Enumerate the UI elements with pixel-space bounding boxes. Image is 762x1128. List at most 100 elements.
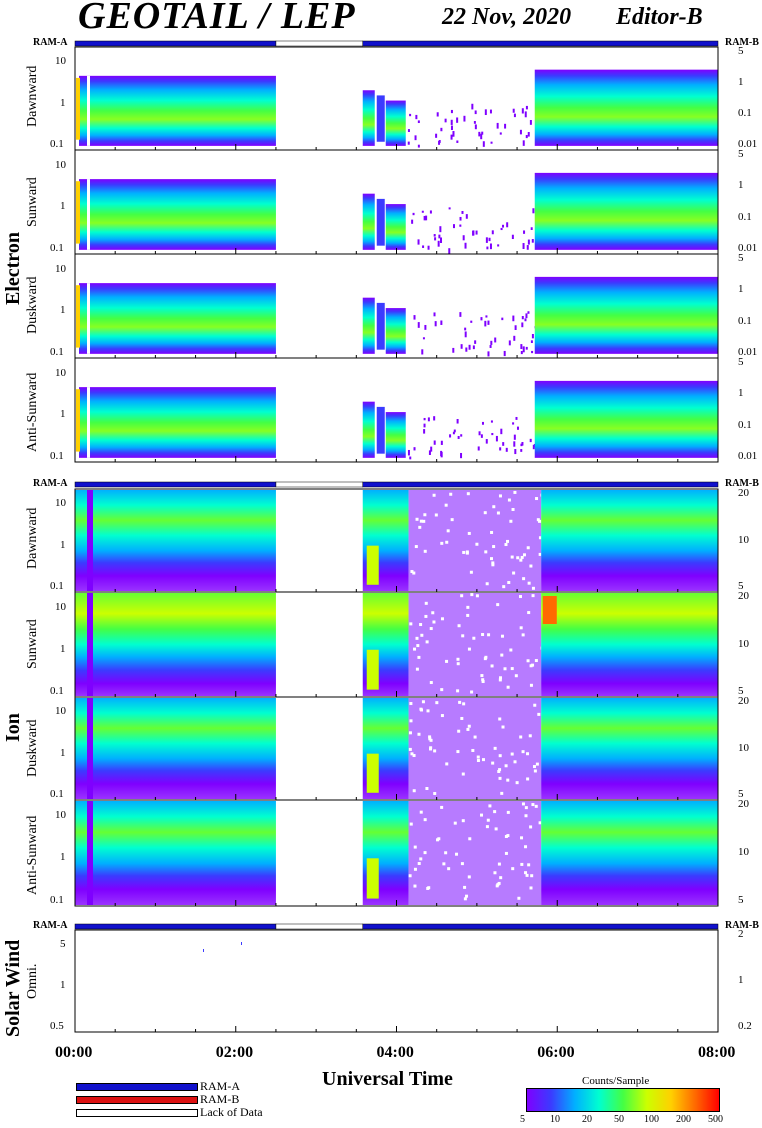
panel-1-speck-6	[496, 122, 499, 129]
panel-7-dot-27	[428, 737, 432, 741]
panel-3-speck-43	[474, 340, 477, 344]
panel-8-dot-18	[442, 862, 446, 866]
panel-5-dot-21	[538, 519, 542, 523]
panel-8-dot-9	[524, 845, 528, 849]
panel-5-dot-43	[444, 503, 448, 507]
panel-2-data-2b	[376, 198, 385, 246]
panel-5-dot-57	[510, 555, 514, 559]
panel-2-lt-2: 0.1	[50, 241, 64, 254]
panel-4-speck-43	[505, 447, 508, 452]
panel-5-dot-9	[516, 556, 520, 560]
panel-5-dot-13	[490, 557, 494, 561]
panel-6-dot-32	[481, 680, 485, 684]
panel-3-data-3	[385, 308, 406, 354]
ram-label-left-1: RAM-A	[33, 37, 68, 48]
panel-1-data-2	[362, 90, 375, 146]
panel-3-speck-4	[452, 347, 455, 353]
panel-2-speck-8	[488, 237, 491, 242]
panel-8-dot-27	[520, 836, 524, 840]
panel-6-dot-34	[456, 689, 460, 693]
panel-8-dot-48	[504, 851, 508, 855]
panel-4-speck-7	[407, 449, 410, 456]
panel-1-speck-44	[414, 135, 417, 141]
panel-1-speck-7	[512, 108, 515, 113]
panel-8-dot-32	[417, 862, 421, 866]
ram-label-left-3: RAM-A	[33, 920, 68, 931]
panel-8-dot-16	[488, 804, 492, 808]
panel-2-speck-3	[522, 243, 525, 250]
panel-6-dot-4	[470, 690, 474, 694]
panel-5-dot-34	[465, 550, 469, 554]
panel-7-dot-35	[456, 750, 460, 754]
panel-6-dot-54	[457, 624, 461, 628]
panel-3-speck-16	[459, 312, 462, 317]
panel-2-data-notch	[87, 179, 90, 250]
panel-7-dot-53	[526, 777, 530, 781]
panel-7-data-3	[408, 698, 542, 799]
editor-label: Editor-B	[616, 4, 703, 30]
panel-5-data-2-core	[366, 545, 379, 585]
panel-5-lt-2: 0.1	[50, 579, 64, 592]
panel-2-data-1	[79, 179, 276, 250]
panel-2-speck-29	[439, 226, 442, 233]
panel-1-speck-31	[484, 109, 487, 116]
panel-2-speck-4	[531, 239, 534, 243]
panel-8-dot-28	[423, 818, 427, 822]
colorbar-tick-3: 50	[614, 1114, 624, 1125]
panel-1-speck-17	[452, 131, 455, 137]
panel-6-dot-48	[481, 678, 485, 682]
panel-5-dot-59	[531, 586, 535, 590]
panel-6-dot-3	[500, 634, 504, 638]
panel-8-dot-46	[506, 834, 510, 838]
panel-3-data-4	[534, 276, 718, 354]
panel-6-dot-8	[519, 626, 523, 630]
panel-7-dot-25	[428, 735, 432, 739]
panel-7-dot-56	[417, 732, 421, 736]
panel-5-dot-23	[484, 550, 488, 554]
panel-4-data-3	[385, 412, 406, 458]
panel-2-speck-16	[475, 230, 478, 235]
panel-7-dot-13	[504, 764, 508, 768]
panel-2-speck-30	[462, 235, 465, 241]
panel-8-rt-1: 10	[738, 846, 749, 858]
panel-8-dot-22	[524, 806, 528, 810]
panel-1-speck-27	[521, 108, 524, 114]
panel-6-dot-56	[461, 634, 465, 638]
panel-7-dot-3	[433, 791, 437, 795]
panel-7-rt-0: 20	[738, 695, 749, 708]
panel-6-lt-2: 0.1	[50, 684, 64, 697]
panel-8-dot-11	[493, 810, 497, 814]
panel-5-data-4	[541, 490, 718, 591]
panel-7-dot-1	[462, 702, 466, 706]
panel-5-dot-36	[469, 570, 473, 574]
panel-1-speck-38	[456, 140, 459, 143]
panel-2-speck-44	[472, 230, 475, 236]
panel-1-speck-24	[529, 119, 532, 125]
panel-3-speck-6	[434, 321, 437, 327]
panel-6-dot-29	[432, 620, 436, 624]
panel-1-data-4	[534, 69, 718, 146]
panel-6-dot-13	[466, 613, 470, 617]
panel-5-dot-15	[502, 585, 506, 589]
panel-7-dot-6	[501, 725, 505, 729]
panel-2-speck-2	[497, 244, 500, 247]
panel-7-data-1	[75, 698, 276, 799]
panel-8-dot-4	[409, 822, 413, 826]
panel-4-rt-3: 0.01	[738, 449, 758, 462]
panel-3-speck-19	[422, 337, 425, 340]
panel-4-speck-0	[532, 444, 535, 450]
panel-5-ylabel: Dawnward	[25, 507, 40, 569]
ram-bar-a-2	[74, 481, 277, 488]
panel-9-lt-1: 1	[60, 979, 66, 992]
panel-6-dot-22	[424, 601, 428, 605]
panel-2-data-2	[362, 193, 375, 250]
panel-8-dot-3	[538, 821, 542, 825]
panel-2-speck-1	[422, 245, 425, 248]
panel-6-dot-36	[440, 688, 444, 692]
legend-ram-a-swatch	[76, 1083, 198, 1091]
panel-2-speck-38	[448, 207, 451, 210]
panel-6-dot-6	[496, 603, 500, 607]
panel-1-speck-37	[438, 139, 441, 143]
panel-2-speck-17	[506, 222, 509, 228]
panel-5-dot-33	[475, 542, 479, 546]
